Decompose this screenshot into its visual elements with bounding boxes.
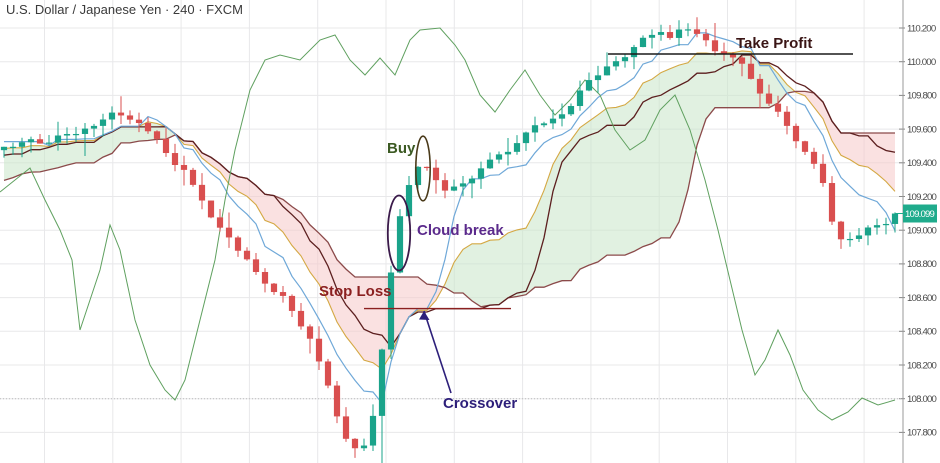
svg-text:Buy: Buy xyxy=(387,140,416,157)
svg-text:109.400: 109.400 xyxy=(907,158,937,169)
svg-text:Stop Loss: Stop Loss xyxy=(319,283,392,300)
svg-text:U.S. Dollar / Japanese Yen · 2: U.S. Dollar / Japanese Yen · 240 · FXCM xyxy=(6,2,243,17)
svg-text:109.800: 109.800 xyxy=(907,91,937,102)
svg-text:109.099: 109.099 xyxy=(905,209,935,220)
svg-text:108.400: 108.400 xyxy=(907,327,937,338)
svg-text:Take Profit: Take Profit xyxy=(736,35,812,52)
svg-text:108.800: 108.800 xyxy=(907,259,937,270)
svg-text:Cloud break: Cloud break xyxy=(417,222,504,239)
svg-text:108.200: 108.200 xyxy=(907,360,937,371)
svg-text:109.600: 109.600 xyxy=(907,124,937,135)
svg-text:108.000: 108.000 xyxy=(907,394,937,405)
svg-text:109.200: 109.200 xyxy=(907,192,937,203)
svg-text:110.000: 110.000 xyxy=(907,57,936,68)
svg-text:Crossover: Crossover xyxy=(443,395,517,412)
svg-text:108.600: 108.600 xyxy=(907,293,937,304)
svg-text:110.200: 110.200 xyxy=(907,23,936,34)
svg-text:109.000: 109.000 xyxy=(907,226,937,237)
svg-text:107.800: 107.800 xyxy=(907,428,937,439)
